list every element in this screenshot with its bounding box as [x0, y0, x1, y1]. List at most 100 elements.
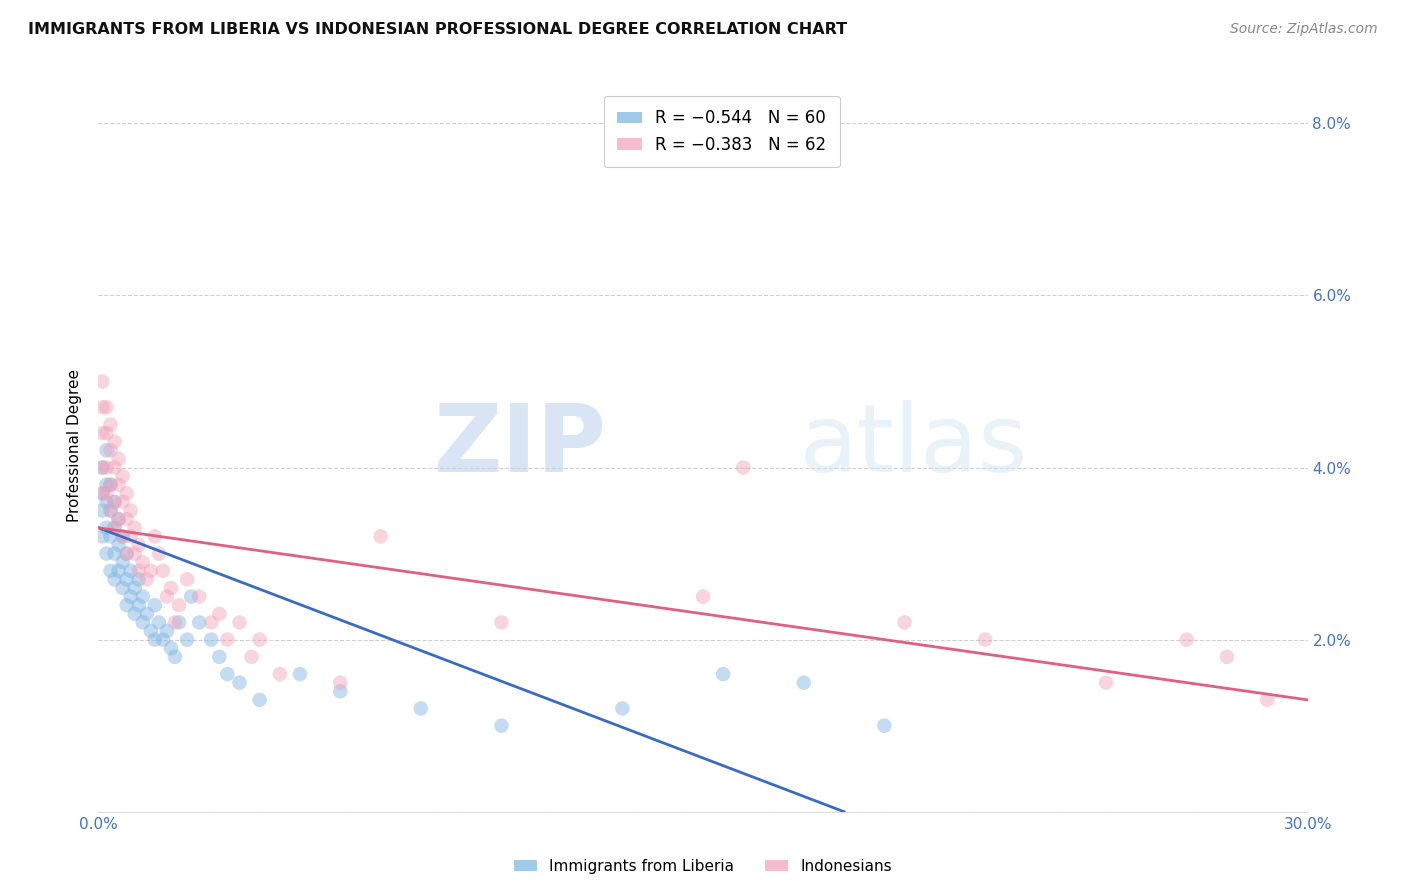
- Point: [115, 486, 138, 500]
- Point: [100, 477, 122, 491]
- Point: [103, 521, 125, 535]
- Point: [100, 564, 122, 578]
- Point: [96, 521, 118, 535]
- Point: [103, 460, 125, 475]
- Point: [107, 512, 129, 526]
- Point: [139, 564, 162, 578]
- Point: [143, 529, 166, 543]
- Point: [711, 667, 734, 681]
- Point: [100, 503, 122, 517]
- Point: [176, 632, 198, 647]
- Text: ZIP: ZIP: [433, 400, 606, 492]
- Point: [96, 426, 118, 441]
- Point: [100, 529, 122, 543]
- Point: [91, 460, 114, 475]
- Point: [132, 590, 155, 604]
- Point: [96, 460, 118, 475]
- Point: [1175, 632, 1198, 647]
- Text: Source: ZipAtlas.com: Source: ZipAtlas.com: [1230, 22, 1378, 37]
- Text: atlas: atlas: [800, 400, 1028, 492]
- Point: [152, 564, 174, 578]
- Point: [107, 538, 129, 552]
- Point: [91, 375, 114, 389]
- Point: [249, 693, 271, 707]
- Point: [111, 529, 134, 543]
- Point: [793, 675, 815, 690]
- Point: [329, 675, 352, 690]
- Point: [1095, 675, 1118, 690]
- Point: [228, 675, 250, 690]
- Point: [124, 521, 146, 535]
- Point: [240, 649, 263, 664]
- Point: [91, 529, 114, 543]
- Point: [91, 486, 114, 500]
- Point: [103, 495, 125, 509]
- Point: [612, 701, 634, 715]
- Point: [91, 503, 114, 517]
- Point: [124, 607, 146, 621]
- Point: [188, 615, 211, 630]
- Point: [893, 615, 915, 630]
- Point: [120, 590, 142, 604]
- Point: [111, 555, 134, 569]
- Point: [228, 615, 250, 630]
- Point: [115, 573, 138, 587]
- Point: [111, 495, 134, 509]
- Point: [103, 573, 125, 587]
- Point: [288, 667, 311, 681]
- Point: [115, 512, 138, 526]
- Point: [1216, 649, 1239, 664]
- Point: [132, 555, 155, 569]
- Point: [148, 615, 170, 630]
- Point: [139, 624, 162, 638]
- Point: [103, 495, 125, 509]
- Point: [124, 581, 146, 595]
- Point: [208, 649, 231, 664]
- Point: [491, 719, 513, 733]
- Point: [733, 460, 755, 475]
- Point: [200, 632, 222, 647]
- Point: [152, 632, 174, 647]
- Point: [370, 529, 392, 543]
- Point: [107, 512, 129, 526]
- Point: [96, 401, 118, 415]
- Point: [873, 719, 896, 733]
- Point: [135, 607, 157, 621]
- Point: [91, 401, 114, 415]
- Point: [103, 434, 125, 449]
- Point: [188, 590, 211, 604]
- Point: [120, 529, 142, 543]
- Point: [128, 598, 150, 612]
- Point: [128, 573, 150, 587]
- Y-axis label: Professional Degree: Professional Degree: [67, 369, 83, 523]
- Point: [91, 486, 114, 500]
- Point: [167, 598, 190, 612]
- Point: [111, 581, 134, 595]
- Point: [249, 632, 271, 647]
- Point: [160, 641, 183, 656]
- Point: [156, 624, 179, 638]
- Point: [100, 417, 122, 432]
- Point: [115, 547, 138, 561]
- Point: [107, 477, 129, 491]
- Point: [91, 426, 114, 441]
- Legend: R = −0.544   N = 60, R = −0.383   N = 62: R = −0.544 N = 60, R = −0.383 N = 62: [603, 96, 839, 167]
- Point: [100, 503, 122, 517]
- Point: [167, 615, 190, 630]
- Text: IMMIGRANTS FROM LIBERIA VS INDONESIAN PROFESSIONAL DEGREE CORRELATION CHART: IMMIGRANTS FROM LIBERIA VS INDONESIAN PR…: [28, 22, 848, 37]
- Point: [200, 615, 222, 630]
- Point: [217, 667, 239, 681]
- Point: [107, 451, 129, 466]
- Point: [974, 632, 997, 647]
- Point: [96, 443, 118, 458]
- Point: [115, 547, 138, 561]
- Point: [160, 581, 183, 595]
- Point: [176, 573, 198, 587]
- Point: [1256, 693, 1278, 707]
- Point: [107, 564, 129, 578]
- Point: [217, 632, 239, 647]
- Point: [143, 632, 166, 647]
- Point: [96, 486, 118, 500]
- Point: [96, 547, 118, 561]
- Point: [135, 573, 157, 587]
